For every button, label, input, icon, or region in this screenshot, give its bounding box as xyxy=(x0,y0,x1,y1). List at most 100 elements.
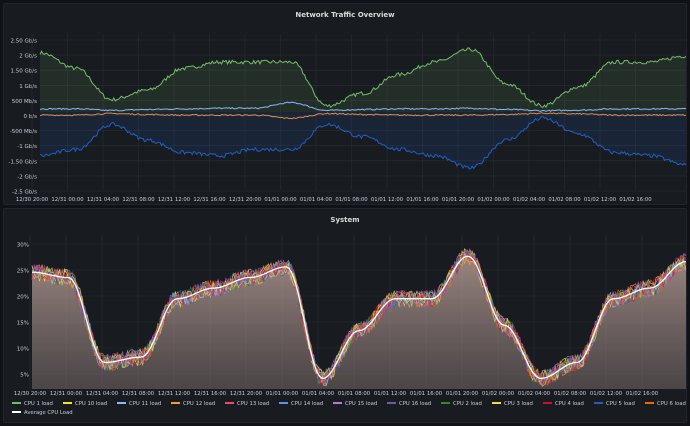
x-tick-label: 12/31 12:00 xyxy=(158,197,191,203)
x-tick-label: 01/02 08:00 xyxy=(548,197,581,203)
x-tick-label: 01/01 08:00 xyxy=(338,391,371,397)
legend-item[interactable]: CPU 4 load xyxy=(543,401,584,407)
legend-color-swatch xyxy=(279,402,288,404)
y-tick-label: 1.50 Gb/s xyxy=(11,69,38,75)
y-tick-label: 5% xyxy=(20,373,29,379)
legend-item[interactable]: CPU 15 load xyxy=(333,401,377,407)
y-tick-label: 0 b/s xyxy=(24,114,38,120)
legend-label: CPU 14 load xyxy=(291,401,323,407)
legend-item[interactable]: CPU 16 load xyxy=(387,401,431,407)
series-area xyxy=(40,47,686,112)
average-series-line xyxy=(32,255,686,379)
legend-color-swatch xyxy=(171,402,180,404)
x-tick-label: 12/30 20:00 xyxy=(14,391,47,397)
y-tick-label: 2.50 Gb/s xyxy=(11,39,38,45)
y-tick-label: 1 Gb/s xyxy=(19,84,37,90)
legend-item[interactable]: CPU 14 load xyxy=(279,401,323,407)
legend-color-swatch xyxy=(12,411,21,413)
y-tick-label: 2 Gb/s xyxy=(19,54,37,60)
x-tick-label: 01/02 12:00 xyxy=(584,197,617,203)
legend-label: CPU 3 load xyxy=(504,401,533,407)
legend-item[interactable]: CPU 13 load xyxy=(225,401,269,407)
legend-color-swatch xyxy=(594,402,603,404)
x-tick-label: 12/31 04:00 xyxy=(87,197,120,203)
legend-label: CPU 12 load xyxy=(183,401,215,407)
x-tick-label: 01/02 04:00 xyxy=(513,197,546,203)
x-tick-label: 01/01 20:00 xyxy=(446,391,479,397)
legend-color-swatch xyxy=(492,402,501,404)
x-tick-label: 01/01 12:00 xyxy=(371,197,404,203)
x-tick-label: 01/01 12:00 xyxy=(374,391,407,397)
legend-label: CPU 6 load xyxy=(657,401,686,407)
x-tick-label: 01/01 04:00 xyxy=(302,391,335,397)
network-traffic-panel[interactable]: Network Traffic Overview 2.50 Gb/s 2 Gb/s… xyxy=(3,3,687,205)
y-tick-label: -2.5 Gb/s xyxy=(12,190,37,196)
legend-color-swatch xyxy=(645,402,654,404)
legend-item[interactable]: CPU 5 load xyxy=(594,401,635,407)
x-tick-label: 12/31 08:00 xyxy=(122,391,155,397)
x-tick-label: 01/02 08:00 xyxy=(554,391,587,397)
x-tick-label: 01/01 16:00 xyxy=(406,197,439,203)
legend-color-swatch xyxy=(225,402,234,404)
legend-item[interactable]: CPU 10 load xyxy=(63,401,107,407)
y-tick-label: -2 Gb/s xyxy=(17,174,37,180)
legend-color-swatch xyxy=(117,402,126,404)
cpu-series-line xyxy=(31,251,686,387)
panel-title[interactable]: System xyxy=(330,216,360,224)
network-traffic-chart: 2.50 Gb/s 2 Gb/s 1.50 Gb/s 1 Gb/s 500 Mb/s 0 … xyxy=(9,34,686,203)
legend-color-swatch xyxy=(12,402,21,404)
legend-label: Average CPU Load xyxy=(24,410,73,416)
legend-item[interactable]: CPU 3 load xyxy=(492,401,533,407)
x-tick-label: 01/02 16:00 xyxy=(619,197,652,203)
legend-color-swatch xyxy=(543,402,552,404)
legend-item[interactable]: CPU 11 load xyxy=(117,401,161,407)
x-tick-label: 01/01 00:00 xyxy=(264,197,297,203)
y-tick-label: -1 Gb/s xyxy=(17,144,37,150)
system-panel[interactable]: System 30% 25% 20% 15% 10% 5% 12/30 20:00 12/31… xyxy=(3,208,687,423)
x-tick-label: 12/31 20:00 xyxy=(230,391,263,397)
x-tick-label: 12/31 00:00 xyxy=(50,391,83,397)
x-tick-label: 12/30 20:00 xyxy=(16,197,49,203)
legend-label: CPU 10 load xyxy=(75,401,107,407)
x-tick-label: 12/31 08:00 xyxy=(122,197,155,203)
legend-color-swatch xyxy=(63,402,72,404)
x-tick-label: 01/02 04:00 xyxy=(518,391,551,397)
x-tick-label: 01/02 12:00 xyxy=(590,391,623,397)
system-cpu-chart: 30%25%20%15%10%5%12/30 20:00 12/31 00:00 1… xyxy=(12,235,686,416)
series-area xyxy=(40,112,686,169)
x-tick-label: 01/02 00:00 xyxy=(482,391,515,397)
x-tick-label: 01/01 20:00 xyxy=(442,197,475,203)
x-tick-label: 01/01 16:00 xyxy=(410,391,443,397)
x-tick-label: 12/31 16:00 xyxy=(194,391,227,397)
legend-label: CPU 11 load xyxy=(129,401,161,407)
x-tick-label: 12/31 20:00 xyxy=(229,197,262,203)
series-line xyxy=(39,112,686,120)
x-tick-label: 01/02 16:00 xyxy=(626,391,659,397)
y-tick-label: 30% xyxy=(17,243,29,249)
legend-label: CPU 13 load xyxy=(237,401,269,407)
legend-item[interactable]: CPU 1 load xyxy=(12,401,53,407)
legend-label: CPU 2 load xyxy=(453,401,482,407)
series-line xyxy=(39,116,686,170)
y-tick-label: -1.50 Gb/s xyxy=(9,159,38,165)
legend-item[interactable]: CPU 2 load xyxy=(441,401,482,407)
y-tick-label: 10% xyxy=(17,347,29,353)
cpu-series-line xyxy=(31,250,686,388)
x-tick-label: 01/02 00:00 xyxy=(477,197,510,203)
x-tick-label: 12/31 16:00 xyxy=(193,197,226,203)
legend-label: CPU 16 load xyxy=(399,401,431,407)
legend-item[interactable]: CPU 12 load xyxy=(171,401,215,407)
legend-color-swatch xyxy=(441,402,450,404)
y-tick-label: 20% xyxy=(17,295,29,301)
legend-item[interactable]: Average CPU Load xyxy=(12,410,73,416)
legend-item[interactable]: CPU 6 load xyxy=(645,401,686,407)
x-tick-label: 12/31 00:00 xyxy=(51,197,84,203)
legend-label: CPU 15 load xyxy=(345,401,377,407)
panel-title[interactable]: Network Traffic Overview xyxy=(295,11,395,19)
x-tick-label: 01/01 08:00 xyxy=(335,197,368,203)
legend-color-swatch xyxy=(387,402,396,404)
legend-label: CPU 5 load xyxy=(606,401,635,407)
y-tick-label: 500 Mb/s xyxy=(12,99,37,105)
legend-color-swatch xyxy=(333,402,342,404)
y-tick-label: -500 Mb/s xyxy=(10,129,37,135)
